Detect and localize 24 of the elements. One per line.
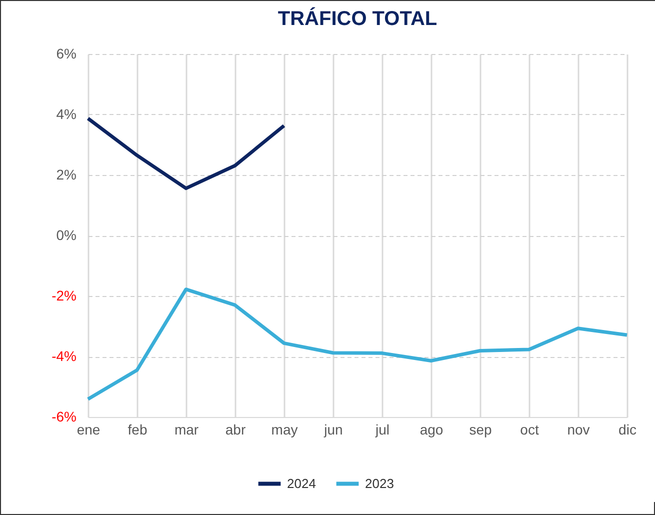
y-tick-label: 2% xyxy=(56,166,76,182)
line-series xyxy=(86,288,629,401)
x-tick-label: jun xyxy=(323,422,343,438)
legend-label: 2023 xyxy=(365,476,394,491)
x-tick-label: feb xyxy=(128,422,148,438)
y-tick-label: 0% xyxy=(56,227,76,243)
line-series xyxy=(86,116,286,190)
y-tick-label: -2% xyxy=(52,288,76,304)
x-tick-label: ago xyxy=(420,422,444,438)
x-tick-label: sep xyxy=(469,422,492,438)
y-tick-label: -4% xyxy=(52,348,76,364)
y-tick-label: -6% xyxy=(52,408,76,424)
x-tick-label: dic xyxy=(618,422,636,438)
y-tick-label: 6% xyxy=(56,46,76,62)
x-tick-label: nov xyxy=(567,422,590,438)
x-tick-label: ene xyxy=(76,422,100,438)
x-tick-label: mar xyxy=(174,422,199,438)
chart-title: TRÁFICO TOTAL xyxy=(278,7,438,30)
x-tick-label: may xyxy=(271,422,298,438)
y-tick-label: 4% xyxy=(56,106,76,122)
legend-label: 2024 xyxy=(287,476,316,491)
x-tick-label: jul xyxy=(374,422,390,438)
x-tick-label: abr xyxy=(225,422,246,438)
x-tick-label: oct xyxy=(520,422,539,438)
